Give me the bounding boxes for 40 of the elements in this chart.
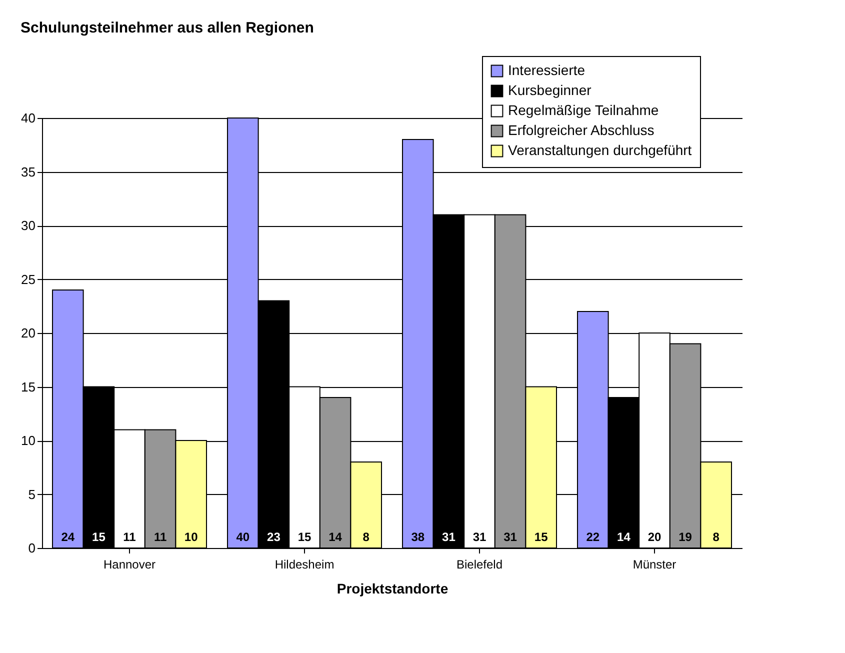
data-label: 15 xyxy=(92,530,106,544)
data-label: 23 xyxy=(267,530,281,544)
data-label: 8 xyxy=(362,530,370,544)
data-label: 38 xyxy=(411,530,425,544)
legend-label: Erfolgreicher Abschluss xyxy=(508,122,654,138)
x-tick-label: Bielefeld xyxy=(456,558,503,572)
legend-label: Interessierte xyxy=(508,62,586,78)
x-tick-label: Hannover xyxy=(103,558,156,572)
y-tick-label: 20 xyxy=(21,326,36,340)
y-tick-label: 25 xyxy=(21,272,36,287)
y-tick-label: 40 xyxy=(21,110,36,126)
data-label: 31 xyxy=(472,530,486,544)
data-label: 24 xyxy=(61,530,75,544)
x-axis-title: Projektstandorte xyxy=(336,580,448,596)
legend-label: Regelmäßige Teilnahme xyxy=(508,102,659,118)
x-tick-label: Hildesheim xyxy=(274,558,334,572)
y-tick-label: 35 xyxy=(21,164,36,180)
data-label: 14 xyxy=(328,530,342,544)
data-label: 40 xyxy=(236,530,250,544)
data-label: 31 xyxy=(442,530,456,544)
data-label: 14 xyxy=(617,530,631,544)
chart-title: Schulungsteilnehmer aus allen Regionen xyxy=(20,20,314,36)
data-label: 19 xyxy=(678,530,692,544)
y-tick-label: 30 xyxy=(21,218,36,233)
data-label: 22 xyxy=(586,530,600,544)
data-label: 20 xyxy=(648,530,662,544)
y-tick-label: 0 xyxy=(28,540,36,556)
data-label: 8 xyxy=(712,530,720,544)
y-tick-label: 10 xyxy=(21,433,36,448)
data-label: 11 xyxy=(123,530,136,544)
data-label: 31 xyxy=(504,530,518,544)
data-label: 11 xyxy=(154,530,167,544)
x-tick-label: Münster xyxy=(632,558,676,572)
legend-label: Kursbeginner xyxy=(508,82,592,98)
data-label: 15 xyxy=(534,530,548,544)
data-label: 10 xyxy=(184,530,198,544)
legend-label: Veranstaltungen durchgeführt xyxy=(508,142,692,158)
y-tick-label: 15 xyxy=(21,379,36,394)
y-tick-label: 5 xyxy=(28,486,36,502)
data-label: 15 xyxy=(298,530,312,544)
